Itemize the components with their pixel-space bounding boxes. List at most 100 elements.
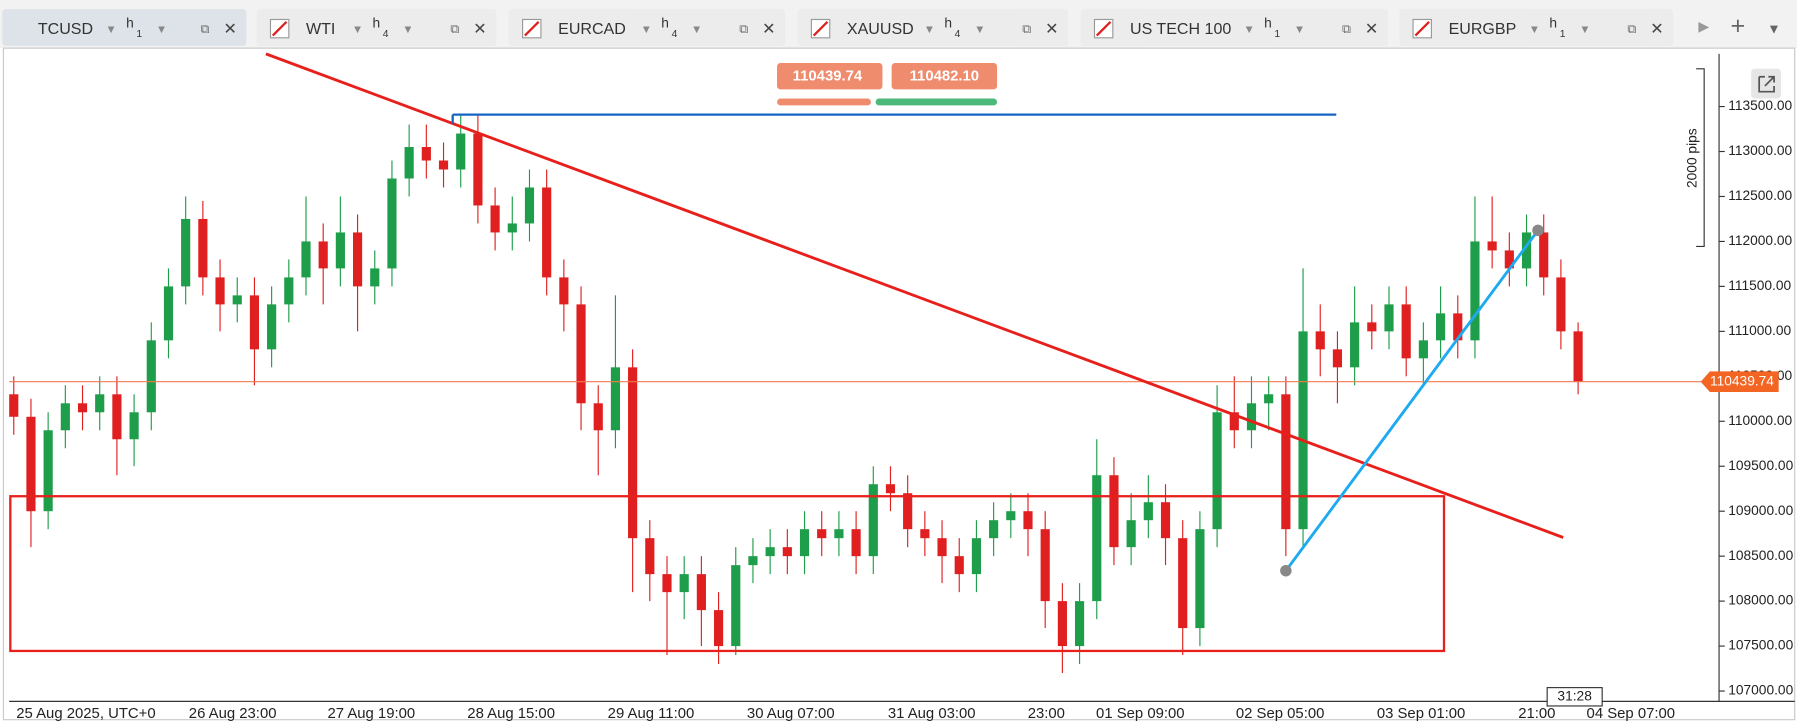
add-tab[interactable]: + [1731,12,1746,40]
candle-body [559,277,569,305]
x-tick-label: 26 Aug 23:00 [189,706,277,722]
candle-body [473,133,483,206]
tab-popout[interactable]: ⧉ [1022,22,1031,36]
buy-button[interactable] [891,63,998,90]
candle-body [1367,322,1377,332]
sell-button[interactable] [777,63,883,90]
candle-body [1074,601,1085,647]
candle-body [301,241,311,278]
candle-body [989,520,999,539]
candle-body [198,218,208,278]
candle-body [1453,313,1463,341]
scroll-right[interactable]: ▶ [1698,19,1709,34]
candle-body [662,574,672,593]
candle-body [1504,250,1514,269]
y-tick-label: 108500.00 [1728,548,1793,563]
candle-body [765,547,775,557]
candle-body [851,529,861,557]
tab-icon-slash [1414,20,1430,37]
candle-body [748,556,758,566]
tab[interactable]: EURGBP h1 ▼ ▼ ⧉ ✕ [1399,9,1674,46]
fib-handle[interactable] [1280,564,1292,577]
y-tick-label: 107000.00 [1728,683,1793,698]
tab-icon-slash [812,20,829,37]
candle-body [1246,403,1257,431]
tab-popout[interactable]: ⧉ [201,22,210,36]
tab-dropdown: ▼ [1294,24,1305,36]
tab-close[interactable]: ✕ [223,20,236,38]
candle-body [507,223,517,233]
tab[interactable]: WTI h4 ▼ ▼ ⧉ ✕ [256,9,497,46]
candle-body [318,241,328,269]
candle-body [1315,331,1325,350]
candle-body [542,187,552,278]
tab-period: 1 [1274,29,1280,40]
candle-body [1350,322,1360,368]
candle-body [1401,304,1411,359]
candle-body [370,268,380,287]
candle-body [868,484,878,557]
candle-body [731,565,741,647]
tab-dropdown: ▼ [641,24,652,36]
tab-symbol: EURGBP [1449,20,1517,38]
tab-close[interactable]: ✕ [1045,20,1058,38]
candle-body [1556,277,1566,332]
candle-body [1212,412,1222,530]
candle-body [421,147,431,161]
candle-body [77,403,88,413]
tab-menu[interactable]: ▼ [1767,21,1781,36]
pip-ruler-label: 2000 pips [1684,128,1699,188]
tab[interactable]: EURCAD h4 ▼ ▼ ⧉ ✕ [508,9,786,46]
tab-dropdown: ▼ [691,24,702,36]
tab-popout[interactable]: ⧉ [450,22,459,36]
candle-body [146,340,156,413]
x-tick-label: 01 Sep 09:00 [1096,706,1185,722]
x-tick-label: 28 Aug 15:00 [467,706,555,722]
tab[interactable]: XAUUSD h4 ▼ ▼ ⧉ ✕ [797,9,1069,46]
candle-body [1487,241,1497,251]
fib-handle[interactable] [1532,224,1544,237]
tab-popout[interactable]: ⧉ [1342,22,1351,36]
candle-body [181,218,191,287]
tab-close[interactable]: ✕ [762,20,775,38]
tab-background [2,9,247,46]
tab[interactable]: TCUSD h1 ▼ ▼ ⧉ ✕ [2,9,247,46]
candle-body [1092,475,1102,602]
tab-close[interactable]: ✕ [1365,20,1378,38]
candle-body [335,232,345,269]
tab-popout[interactable]: ⧉ [1627,22,1636,36]
candle-body [1384,304,1394,332]
candle-body [576,304,586,404]
candle-body [817,529,827,539]
candle-body [129,412,139,440]
tab-close[interactable]: ✕ [1650,20,1663,38]
x-tick-label: 03 Sep 01:00 [1377,706,1466,722]
tab-close[interactable]: ✕ [473,20,486,38]
last-price-label: 110439.74 [1710,373,1774,388]
candle-body [1143,502,1153,521]
x-tick-label: 30 Aug 07:00 [747,706,835,722]
tab-period: 1 [1560,29,1566,40]
tab-icon-slash [1095,20,1112,37]
tab-popout[interactable]: ⧉ [739,22,748,36]
tab-period: 4 [672,29,678,40]
x-tick-label: 23:00 [1028,706,1065,722]
tab-dropdown: ▼ [1529,24,1540,36]
buy-price: 110482.10 [910,69,980,85]
candle-body [456,133,466,170]
y-tick-label: 109500.00 [1728,458,1793,473]
candle-body [1229,412,1239,431]
candle-body [1281,394,1291,530]
candle-body [26,416,36,512]
countdown-label: 31:28 [1557,688,1592,703]
y-tick-label: 109000.00 [1728,503,1793,518]
tab-dropdown: ▼ [924,24,935,36]
candle-body [937,538,947,557]
candle-body [1264,394,1274,404]
tab-symbol: US TECH 100 [1130,20,1231,38]
candle-body [1178,538,1188,629]
x-tick-label: 02 Sep 05:00 [1236,706,1325,722]
tab[interactable]: US TECH 100 h1 ▼ ▼ ⧉ ✕ [1080,9,1388,46]
candle-body [1435,313,1446,341]
candle-body [610,367,621,431]
